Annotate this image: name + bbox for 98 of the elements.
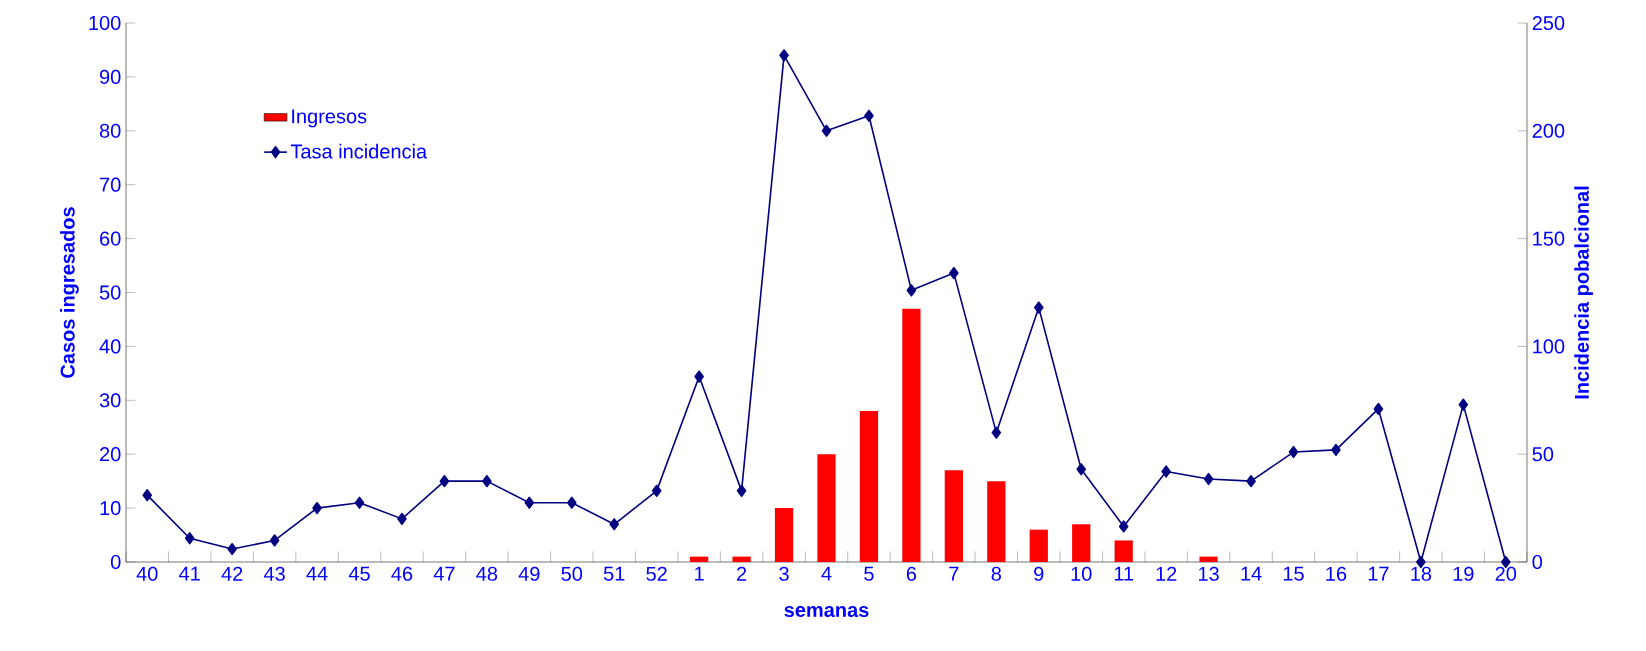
point — [1033, 301, 1044, 314]
bar — [1199, 556, 1218, 562]
bar — [987, 481, 1006, 562]
y2-tick-label: 150 — [1533, 231, 1565, 246]
point — [482, 475, 492, 488]
y-tick-label: 80 — [99, 123, 121, 138]
x-tick-label: 1 — [695, 566, 704, 581]
x-tick-label: 15 — [1283, 566, 1304, 581]
legend-label: Ingresos — [292, 109, 367, 128]
y-tick-label: 100 — [89, 15, 121, 31]
x-tick-label: 44 — [306, 566, 328, 581]
y-tick-label: 0 — [110, 554, 121, 570]
x-tick-label: 47 — [433, 566, 455, 581]
y-tick-label: 10 — [100, 501, 121, 516]
bar — [859, 411, 879, 562]
x-tick-label: 9 — [1034, 566, 1044, 581]
x-tick-label: 6 — [906, 566, 917, 581]
x-tick-label: 13 — [1198, 566, 1219, 581]
x-tick-label: 4 — [821, 566, 832, 581]
x-tick-label: 7 — [949, 566, 959, 581]
point — [1331, 443, 1341, 457]
point — [1161, 465, 1171, 478]
x-tick-label: 18 — [1411, 566, 1432, 581]
point — [736, 484, 747, 497]
point — [312, 501, 322, 515]
point — [1458, 398, 1469, 411]
x-tick-label: 11 — [1114, 566, 1134, 581]
x-tick-label: 2 — [737, 566, 747, 581]
point — [524, 496, 535, 509]
x-tick-label: 51 — [603, 566, 625, 581]
x-tick-label: 12 — [1156, 566, 1177, 581]
y2-tick-label: 50 — [1532, 447, 1554, 462]
bar — [732, 556, 751, 562]
x-tick-label: 5 — [864, 566, 874, 581]
y-tick-label: 40 — [99, 339, 121, 354]
point — [991, 426, 1002, 439]
x-axis-title: semanas — [784, 606, 869, 617]
y2-tick-label: 100 — [1533, 339, 1565, 354]
legend-label: Tasa incidencia — [290, 143, 428, 159]
point — [821, 124, 832, 137]
bar — [690, 556, 709, 562]
point — [397, 512, 407, 526]
y-tick-label: 90 — [99, 69, 121, 84]
bar — [902, 308, 921, 562]
y2-tick-label: 250 — [1532, 15, 1565, 31]
point — [949, 266, 959, 280]
x-tick-label: 19 — [1453, 566, 1474, 581]
x-tick-label: 43 — [263, 566, 285, 581]
bar — [1114, 540, 1133, 562]
y-tick-label: 70 — [100, 177, 121, 192]
y-tick-label: 30 — [99, 393, 121, 408]
x-tick-label: 42 — [221, 566, 243, 581]
point — [1203, 472, 1214, 486]
y2-tick-label: 0 — [1532, 554, 1543, 570]
bar — [1029, 529, 1048, 562]
x-tick-label: 8 — [991, 566, 1001, 581]
point — [439, 475, 450, 488]
x-tick-label: 46 — [391, 566, 413, 581]
point — [1076, 463, 1087, 476]
y2-tick-label: 200 — [1532, 123, 1565, 138]
bar — [774, 508, 794, 562]
bar — [817, 454, 836, 562]
x-tick-label: 16 — [1326, 566, 1347, 581]
bar — [1072, 524, 1091, 562]
point — [269, 534, 280, 547]
point — [1118, 520, 1129, 533]
point — [354, 496, 365, 509]
x-tick-label: 49 — [518, 566, 540, 581]
point — [566, 496, 577, 509]
y2-axis-title: Incidencia pobalcional — [1574, 186, 1593, 399]
x-tick-label: 40 — [136, 566, 158, 581]
y-axis-title: Casos ingresados — [60, 207, 79, 378]
point — [651, 484, 662, 497]
x-tick-label: 41 — [179, 566, 200, 581]
point — [906, 284, 917, 297]
x-tick-label: 45 — [348, 566, 370, 581]
x-tick-label: 17 — [1368, 566, 1389, 581]
x-tick-label: 10 — [1071, 566, 1092, 581]
point — [142, 489, 153, 502]
point — [184, 532, 195, 545]
point — [1373, 402, 1384, 416]
y-tick-label: 60 — [100, 231, 121, 246]
point — [1288, 445, 1299, 459]
point — [864, 109, 874, 122]
x-tick-label: 52 — [646, 566, 667, 581]
x-tick-label: 50 — [561, 566, 583, 581]
x-tick-label: 14 — [1241, 566, 1262, 581]
point — [609, 518, 620, 531]
x-tick-label: 48 — [476, 566, 498, 581]
bar — [944, 470, 963, 562]
y-tick-label: 20 — [100, 447, 121, 462]
x-tick-label: 3 — [779, 566, 789, 581]
point — [1246, 475, 1256, 488]
x-tick-label: 20 — [1495, 566, 1517, 581]
point — [694, 370, 704, 383]
point — [779, 49, 789, 62]
y-tick-label: 50 — [99, 285, 121, 300]
point — [227, 542, 237, 556]
